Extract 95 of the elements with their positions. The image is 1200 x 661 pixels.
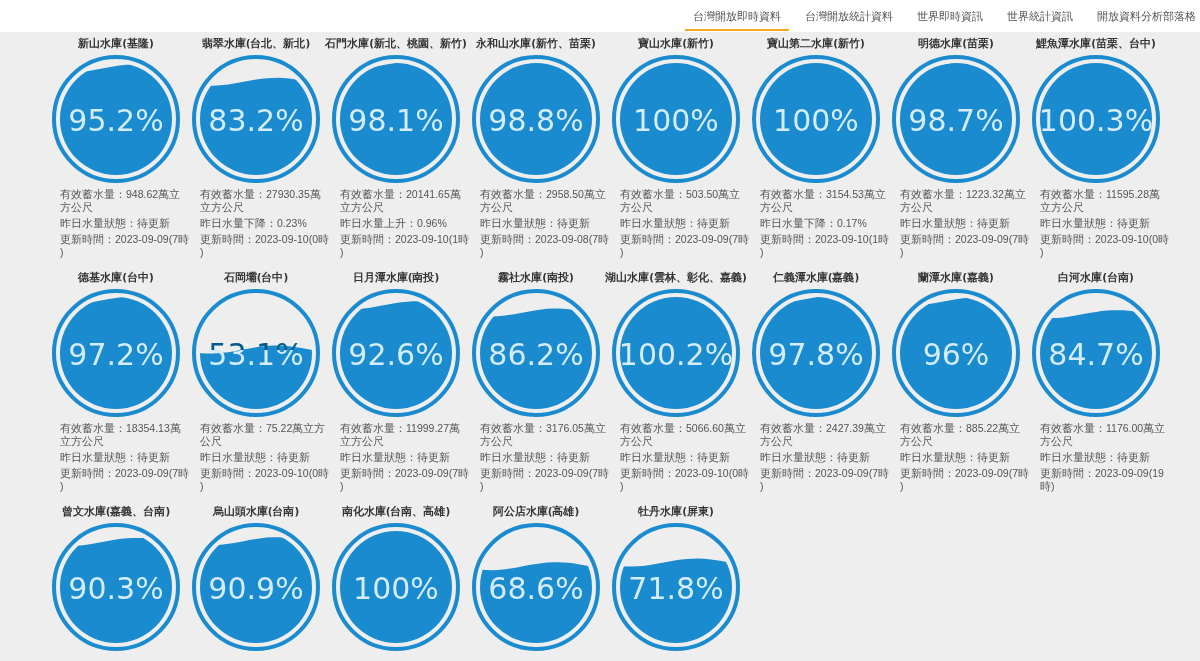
text: 有效蓄水量：503.50萬立方公尺 <box>620 188 741 213</box>
text: 有效蓄水量：18354.13萬立方公尺 <box>60 422 181 447</box>
text: 昨日水量下降：0.17% <box>760 217 867 229</box>
text: 更新時間：2023-09-10(0時) <box>1040 233 1170 258</box>
text: 明德水庫(苗栗) <box>918 37 994 49</box>
text: 新山水庫(基隆) <box>77 37 154 49</box>
text: 仁義潭水庫(嘉義) <box>771 271 860 283</box>
text: 昨日水量狀態：待更新 <box>480 451 590 463</box>
data-label: 98.7% <box>908 103 1004 138</box>
text: 更新時間：2023-09-09(7時) <box>340 467 470 492</box>
text: 有效蓄水量：1223.32萬立方公尺 <box>900 188 1026 213</box>
data-label: 84.7% <box>1048 337 1144 372</box>
text: 更新時間：2023-09-10(0時) <box>200 233 330 258</box>
text: 烏山頭水庫(台南) <box>211 505 300 518</box>
text: 更新時間：2023-09-09(7時) <box>900 233 1030 258</box>
text: 台灣開放即時資料 <box>693 10 781 22</box>
text: 霧社水庫(南投) <box>497 271 574 283</box>
data-label: 98.8% <box>488 103 584 138</box>
text: 昨日水量狀態：待更新 <box>900 451 1010 463</box>
text: 更新時間：2023-09-09(7時) <box>60 233 190 258</box>
text: 昨日水量狀態：待更新 <box>60 217 170 229</box>
text: 昨日水量狀態：待更新 <box>480 217 590 229</box>
text: 有效蓄水量：5066.60萬立方公尺 <box>620 422 746 447</box>
data-label: 96% <box>922 337 990 372</box>
text: 有效蓄水量：885.22萬立方公尺 <box>900 422 1021 447</box>
text: 更新時間：2023-09-10(1時) <box>760 233 890 258</box>
text: 昨日水量狀態：待更新 <box>620 217 730 229</box>
text: 石門水庫(新北、桃園、新竹) <box>324 37 467 49</box>
text: 更新時間：2023-09-09(7時) <box>760 467 890 492</box>
text: 有效蓄水量：2958.50萬立方公尺 <box>480 188 606 213</box>
text: 日月潭水庫(南投) <box>352 271 440 283</box>
text: 更新時間：2023-09-09(7時) <box>60 467 190 492</box>
text: 有效蓄水量：75.22萬立方公尺 <box>200 422 326 447</box>
text: 有效蓄水量：3176.05萬立方公尺 <box>480 422 606 447</box>
text: 昨日水量狀態：待更新 <box>900 217 1010 229</box>
text: 開放資料分析部落格 <box>1097 10 1196 22</box>
data-label: 95.2% <box>68 103 164 138</box>
text: 昨日水量上升：0.96% <box>340 217 447 229</box>
data-label: 100% <box>633 103 719 138</box>
text: 鯉魚潭水庫(苗栗、台中) <box>1035 37 1156 49</box>
text: 永和山水庫(新竹、苗栗) <box>475 37 596 49</box>
text: 昨日水量狀態：待更新 <box>1040 217 1150 229</box>
text: 有效蓄水量：11595.28萬立方公尺 <box>1040 188 1161 213</box>
text: 翡翠水庫(台北、新北) <box>200 37 311 49</box>
data-label: 92.6% <box>348 337 444 372</box>
data-label: 98.1% <box>348 103 444 138</box>
text: 南化水庫(台南、高雄) <box>340 505 451 517</box>
data-label: 53.1% <box>208 337 304 372</box>
text: 阿公店水庫(高雄) <box>492 505 580 517</box>
text: 昨日水量狀態：待更新 <box>60 451 170 463</box>
text: 寶山第二水庫(新竹) <box>766 37 865 49</box>
text: 更新時間：2023-09-08(7時) <box>480 233 610 258</box>
text: 有效蓄水量：2427.39萬立方公尺 <box>760 422 886 447</box>
data-label: 100.2% <box>618 337 734 372</box>
data-label: 97.8% <box>768 337 864 372</box>
text: 更新時間：2023-09-10(0時) <box>200 467 330 492</box>
data-label: 90.3% <box>68 571 164 606</box>
text: 有效蓄水量：948.62萬立方公尺 <box>60 188 181 213</box>
data-label: 71.8% <box>628 571 724 606</box>
data-label: 86.2% <box>488 337 584 372</box>
data-label: 90.9% <box>208 571 304 606</box>
text: 有效蓄水量：3154.53萬立方公尺 <box>760 188 886 213</box>
data-label: 100% <box>773 103 859 138</box>
text: 蘭潭水庫(嘉義) <box>917 271 994 283</box>
text: 更新時間：2023-09-09(19時) <box>1040 467 1165 492</box>
text: 世界即時資訊 <box>917 10 983 22</box>
text: 湖山水庫(雲林、彰化、嘉義) <box>604 271 747 284</box>
text: 昨日水量狀態：待更新 <box>620 451 730 463</box>
text: 台灣開放統計資料 <box>805 10 893 22</box>
data-label: 97.2% <box>68 337 164 372</box>
text: 有效蓄水量：20141.65萬立方公尺 <box>340 188 461 213</box>
text: 昨日水量狀態：待更新 <box>1040 451 1150 463</box>
text: 更新時間：2023-09-09(7時) <box>480 467 610 492</box>
data-label: 68.6% <box>488 571 584 606</box>
text: 更新時間：2023-09-10(1時) <box>340 233 470 258</box>
text: 曾文水庫(嘉義、台南) <box>61 505 171 517</box>
text: 昨日水量狀態：待更新 <box>760 451 870 463</box>
data-label: 83.2% <box>208 103 304 138</box>
text: 世界統計資訊 <box>1007 10 1073 22</box>
text: 更新時間：2023-09-09(7時) <box>620 233 750 258</box>
data-label: 100.3% <box>1038 103 1154 138</box>
text: 寶山水庫(新竹) <box>637 37 714 49</box>
text: 更新時間：2023-09-09(7時) <box>900 467 1030 492</box>
text: 更新時間：2023-09-10(0時) <box>620 467 750 492</box>
text: 有效蓄水量：27930.35萬立方公尺 <box>200 188 321 213</box>
text: 昨日水量下降：0.23% <box>200 217 307 229</box>
text: 石岡壩(台中) <box>222 271 289 283</box>
text: 牡丹水庫(屏東) <box>637 505 714 517</box>
text: 德基水庫(台中) <box>77 271 154 283</box>
text: 有效蓄水量：1176.00萬立方公尺 <box>1040 422 1166 447</box>
text: 昨日水量狀態：待更新 <box>340 451 450 463</box>
text: 有效蓄水量：11999.27萬立方公尺 <box>340 422 461 447</box>
data-label: 100% <box>353 571 439 606</box>
text: 昨日水量狀態：待更新 <box>200 451 310 463</box>
text: 白河水庫(台南) <box>1058 271 1134 283</box>
